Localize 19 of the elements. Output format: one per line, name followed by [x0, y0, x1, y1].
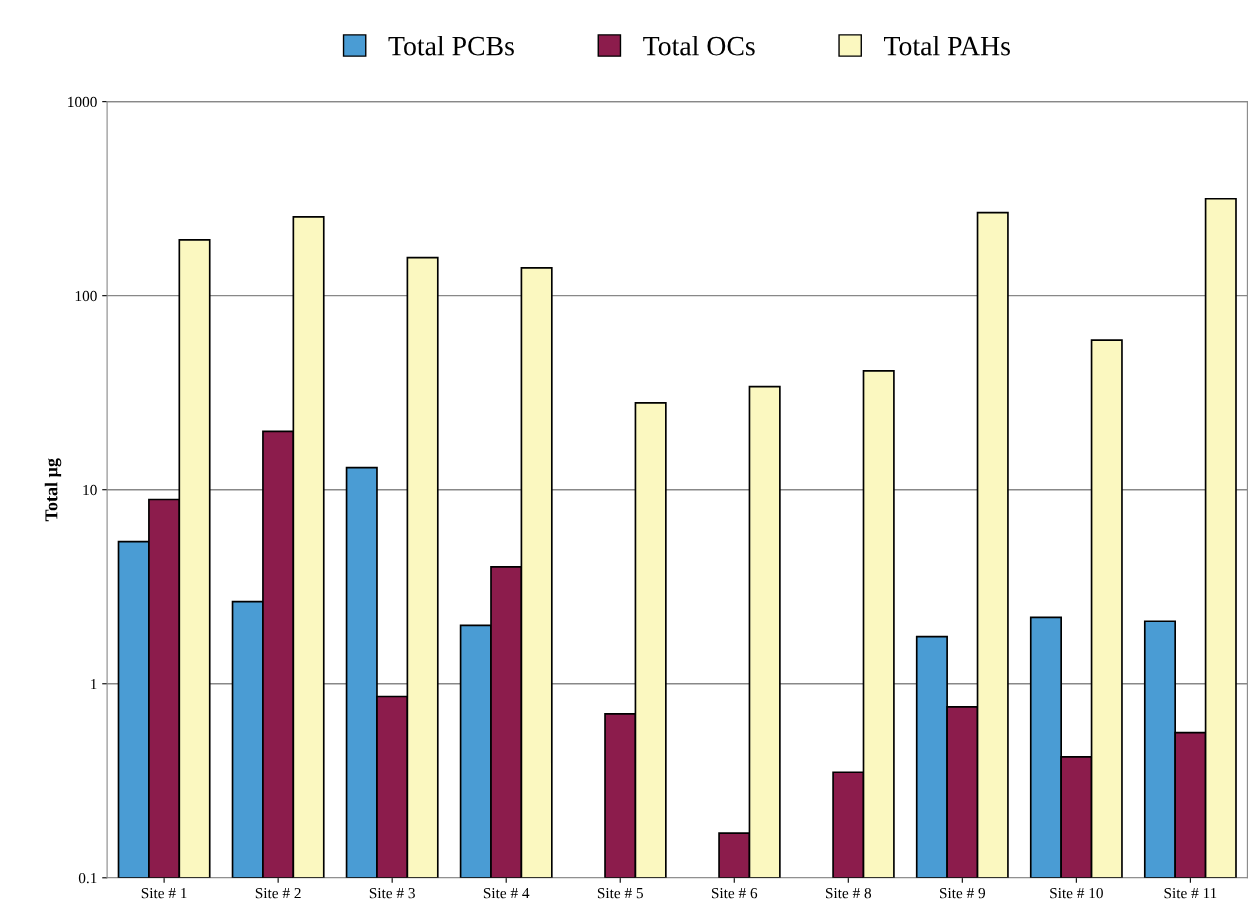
y-tick-label: 0.1 [78, 872, 97, 884]
y-axis-title: Total µg [44, 458, 62, 522]
x-tick-label: Site # 10 [1050, 887, 1103, 899]
x-tick-label: Site # 9 [940, 888, 986, 899]
legend-label: Total PAHs [884, 35, 1010, 56]
x-tick-label: Site # 1 [141, 888, 187, 899]
x-tick-label: Site # 4 [483, 888, 530, 899]
y-tick-label: 10 [83, 484, 97, 496]
x-tick-label: Site # 11 [1164, 888, 1217, 899]
x-tick-label: Site # 5 [597, 888, 643, 899]
x-tick-label: Site # 3 [369, 888, 415, 899]
x-tick-label: Site # 6 [711, 888, 758, 899]
y-tick-label: 1000 [68, 96, 97, 108]
legend-label: Total PCBs [388, 35, 514, 56]
x-tick-label: Site # 8 [825, 887, 872, 899]
x-tick-label: Site # 2 [255, 888, 301, 899]
y-tick-label: 1 [91, 678, 97, 690]
legend-label: Total OCs [643, 35, 755, 56]
y-tick-label: 100 [75, 290, 97, 302]
